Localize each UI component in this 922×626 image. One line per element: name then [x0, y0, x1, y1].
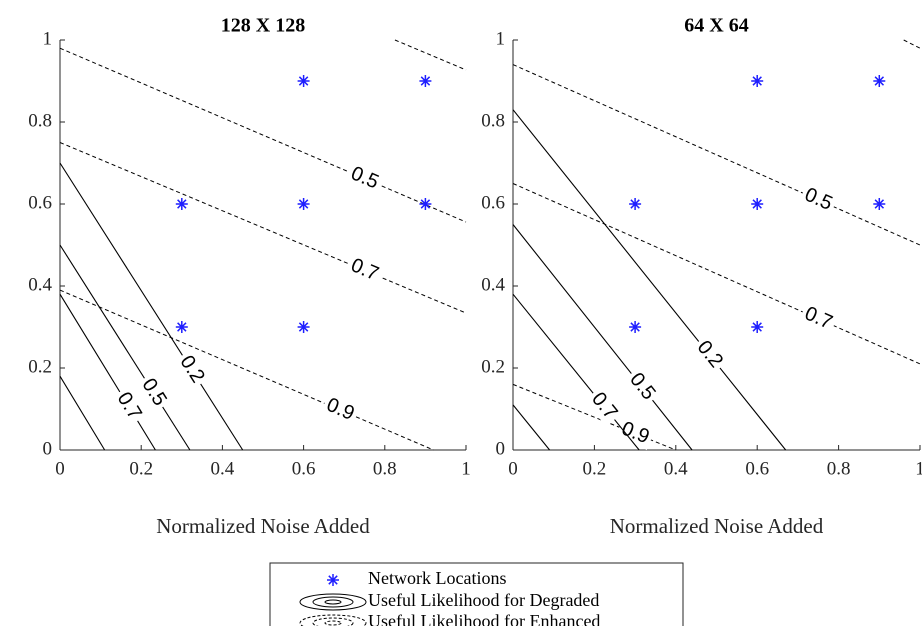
contour-line	[512, 383, 676, 451]
network-location	[175, 321, 188, 333]
y-tick-label: 1	[496, 28, 506, 49]
y-tick-label: 0.6	[28, 192, 52, 213]
contour-label: 0.2	[693, 337, 728, 372]
contour-line	[59, 142, 467, 314]
y-tick-label: 0.4	[481, 274, 505, 295]
network-location	[751, 75, 764, 87]
x-tick-label: 0.6	[745, 458, 769, 479]
contour-line	[512, 64, 921, 246]
x-tick-label: 0.8	[373, 458, 397, 479]
contour-line	[512, 404, 551, 451]
x-tick-label: 0.4	[664, 458, 688, 479]
x-axis-label: Normalized Noise Added	[156, 514, 370, 538]
x-tick-label: 1	[461, 458, 471, 479]
network-location	[751, 321, 764, 333]
network-location	[297, 75, 310, 87]
chart-title: 64 X 64	[684, 15, 748, 37]
contour-line	[59, 293, 156, 451]
network-location	[751, 198, 764, 210]
y-tick-label: 0.8	[28, 110, 52, 131]
contour-label: 0.7	[587, 388, 622, 423]
x-tick-label: 0.2	[583, 458, 607, 479]
y-tick-label: 0.2	[28, 356, 52, 377]
x-tick-label: 1	[915, 458, 922, 479]
contour-label-bg	[344, 253, 385, 288]
legend-star	[327, 574, 339, 586]
network-location	[297, 198, 310, 210]
contour-line	[512, 224, 693, 451]
x-tick-label: 0	[55, 458, 65, 479]
network-location	[419, 75, 432, 87]
contour-line	[512, 109, 787, 451]
contour-label-bg	[615, 417, 655, 451]
network-location	[629, 198, 642, 210]
contour-label-bg	[135, 372, 172, 413]
legend-label: Network Locations	[368, 568, 506, 588]
contour-label-bg	[622, 366, 662, 408]
contour-line	[59, 375, 106, 451]
y-tick-label: 0.2	[481, 356, 505, 377]
contour-line	[394, 39, 467, 71]
contour-line	[512, 293, 640, 451]
legend-solid-contour	[299, 593, 367, 611]
x-tick-label: 0.4	[211, 458, 235, 479]
contour-line	[512, 183, 921, 365]
contour-label: 0.5	[625, 369, 660, 404]
legend: Network Locations Useful Likelihood for …	[269, 562, 684, 626]
x-tick-label: 0.6	[292, 458, 316, 479]
contour-label-bg	[320, 393, 361, 427]
contour-line	[59, 244, 191, 451]
y-tick-label: 0	[496, 438, 506, 459]
x-axis-label: Normalized Noise Added	[610, 514, 824, 538]
x-tick-label: 0.8	[827, 458, 851, 479]
contour-label-bg	[690, 334, 729, 375]
y-tick-label: 0.6	[481, 192, 505, 213]
legend-label: Useful Likelihood for Degraded	[368, 590, 599, 610]
contour-line	[59, 289, 434, 451]
y-tick-label: 0.4	[28, 274, 52, 295]
network-location	[873, 198, 886, 210]
contour-label-bg	[173, 349, 210, 390]
x-tick-label: 0	[508, 458, 518, 479]
contour-label-bg	[584, 386, 624, 427]
contour-line	[59, 47, 467, 223]
contour-label-bg	[110, 386, 147, 427]
y-tick-label: 1	[43, 28, 53, 49]
y-tick-label: 0.8	[481, 110, 505, 131]
panel: 64 X 64 Normalized Noise Added 0 0.2 0.4 0.6 0…	[481, 15, 922, 538]
network-location	[419, 198, 432, 210]
network-location	[175, 198, 188, 210]
network-location	[873, 75, 886, 87]
x-tick-label: 0.2	[129, 458, 153, 479]
contour-label-bg	[344, 161, 385, 196]
chart-title: 128 X 128	[221, 15, 305, 37]
contour-label-bg	[798, 301, 839, 336]
contour-line	[59, 162, 244, 451]
contour-line	[903, 39, 921, 49]
legend-dashed-contour	[299, 614, 367, 626]
contour-label-bg	[798, 182, 839, 217]
y-tick-label: 0	[43, 438, 53, 459]
network-location	[629, 321, 642, 333]
legend-label: Useful Likelihood for Enhanced	[368, 611, 600, 626]
network-location	[297, 321, 310, 333]
panel: 128 X 128 Normalized Noise Added 0 0.2 0.4 0.…	[28, 15, 471, 538]
